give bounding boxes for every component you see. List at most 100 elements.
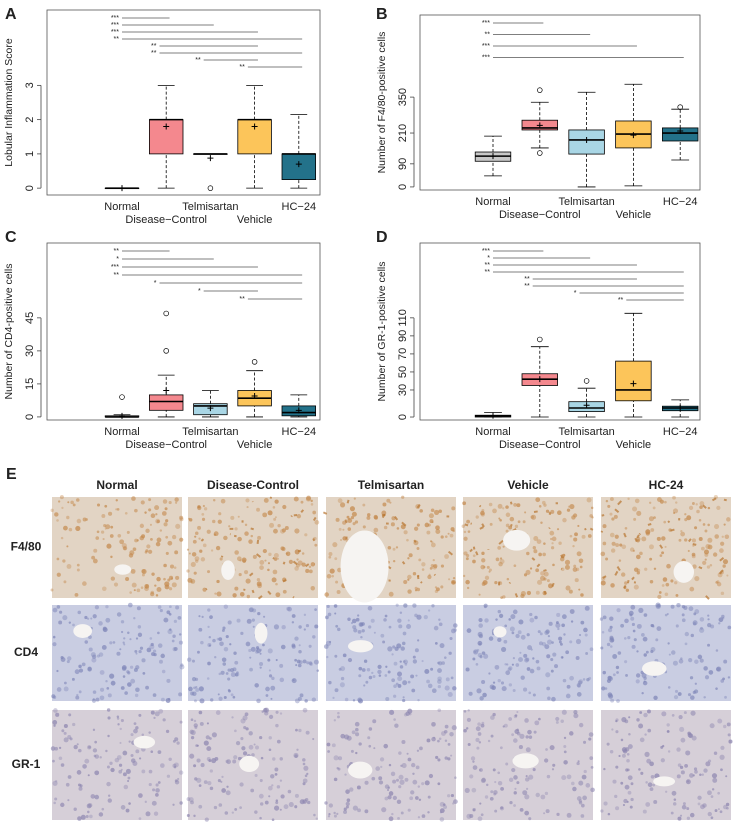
nucleus (466, 717, 472, 722)
nucleus (675, 501, 678, 504)
nucleus (257, 535, 262, 540)
nucleus (368, 675, 373, 680)
nucleus (558, 636, 563, 641)
nucleus (149, 523, 152, 526)
micrograph-bg (601, 605, 731, 701)
nucleus (524, 794, 530, 800)
nucleus (610, 497, 614, 501)
nucleus (447, 757, 451, 761)
box (568, 129, 605, 155)
nucleus (561, 709, 567, 715)
nucleus (212, 519, 216, 524)
nucleus (433, 564, 438, 569)
nucleus (679, 765, 684, 770)
nucleus (423, 614, 428, 620)
mean-marker (251, 123, 258, 130)
nucleus (210, 698, 214, 702)
nucleus (362, 525, 366, 529)
nucleus (687, 693, 692, 697)
nucleus (677, 816, 682, 821)
nucleus (607, 812, 611, 816)
nucleus (291, 621, 295, 624)
nucleus (631, 622, 635, 627)
nucleus (622, 749, 628, 754)
nucleus (136, 606, 141, 611)
nucleus (82, 764, 87, 769)
nucleus (543, 571, 549, 577)
nucleus (306, 495, 312, 501)
nucleus (195, 688, 200, 692)
nucleus (128, 802, 131, 805)
nucleus (602, 524, 607, 529)
nucleus (418, 798, 422, 802)
nucleus (497, 780, 503, 786)
stain (667, 520, 671, 524)
nucleus (259, 559, 265, 565)
nucleus (384, 674, 388, 677)
stain (614, 508, 620, 513)
stain (312, 516, 317, 522)
nucleus (639, 737, 645, 743)
nucleus (424, 780, 430, 786)
nucleus (120, 620, 125, 624)
outlier (251, 359, 258, 365)
nucleus (624, 618, 629, 624)
box-group (149, 310, 184, 418)
nucleus (259, 816, 262, 820)
nucleus (197, 650, 200, 654)
nucleus (301, 562, 306, 567)
nucleus (513, 804, 516, 807)
nucleus (650, 646, 656, 652)
stain (631, 576, 635, 581)
nucleus (102, 626, 107, 631)
nucleus (510, 614, 516, 620)
nucleus (234, 673, 239, 677)
nucleus (490, 715, 495, 720)
nucleus (214, 656, 217, 659)
significance: *** (482, 248, 490, 255)
nucleus (465, 579, 470, 585)
nucleus (609, 512, 613, 516)
significance: ** (151, 43, 157, 50)
nucleus (666, 613, 669, 616)
mean-marker (490, 412, 496, 419)
nucleus (227, 688, 231, 692)
stain (220, 555, 224, 558)
nucleus (406, 752, 409, 755)
nucleus (519, 733, 525, 739)
nucleus (193, 814, 196, 818)
stain (718, 569, 724, 575)
nucleus (253, 743, 256, 746)
nucleus (532, 657, 535, 660)
y-tick-label: 1 (24, 151, 36, 157)
nucleus (412, 655, 416, 659)
nucleus (194, 531, 199, 535)
nucleus (520, 675, 525, 680)
nucleus (393, 694, 397, 698)
nucleus (716, 666, 722, 672)
nucleus (509, 800, 513, 805)
nucleus (347, 617, 351, 621)
nucleus (305, 496, 311, 502)
nucleus (716, 581, 722, 587)
x-tick-label: Vehicle (237, 214, 272, 226)
nucleus (565, 693, 571, 699)
nucleus (434, 641, 438, 645)
nucleus (610, 583, 615, 588)
nucleus (564, 559, 571, 565)
nucleus (578, 679, 584, 684)
nucleus (550, 657, 554, 662)
nucleus (554, 664, 559, 669)
nucleus (268, 669, 271, 672)
nucleus (352, 522, 356, 526)
nucleus (358, 742, 362, 746)
nucleus (463, 530, 467, 534)
nucleus (171, 639, 175, 643)
nucleus (535, 659, 540, 664)
nucleus (328, 552, 333, 556)
nucleus (502, 545, 505, 548)
nucleus (495, 557, 500, 562)
nucleus (82, 581, 87, 586)
x-tick-label: Normal (104, 426, 139, 438)
box-group (615, 312, 652, 418)
